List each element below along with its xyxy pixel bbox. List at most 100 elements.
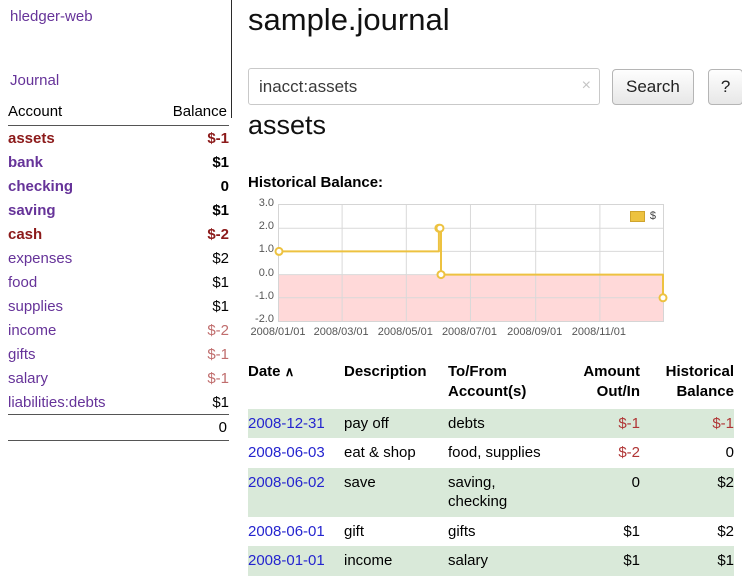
register-date-cell: 2008-06-03 bbox=[248, 438, 344, 468]
sidebar-divider bbox=[231, 0, 232, 118]
account-name-cell: salary bbox=[8, 366, 148, 390]
nav-journal-link[interactable]: Journal bbox=[10, 72, 60, 89]
register-amount-cell: 0 bbox=[631, 473, 640, 491]
account-row: income $-2 bbox=[8, 318, 229, 342]
chart-legend: $ bbox=[625, 208, 660, 224]
register-balance-cell: $2 bbox=[717, 473, 734, 491]
account-balance: $1 bbox=[212, 394, 229, 411]
legend-swatch-icon bbox=[629, 210, 645, 222]
register-date-link[interactable]: 2008-01-01 bbox=[248, 552, 325, 569]
account-balance: $1 bbox=[212, 202, 229, 219]
account-name-cell: supplies bbox=[8, 294, 148, 318]
account-row: expenses $2 bbox=[8, 246, 229, 270]
account-name-cell: assets bbox=[8, 126, 148, 151]
account-link-bank[interactable]: bank bbox=[8, 154, 44, 171]
account-balance: $-2 bbox=[207, 322, 229, 339]
account-name-cell: income bbox=[8, 318, 148, 342]
sidebar: hledger-web Journal Account Balance asse… bbox=[0, 0, 236, 582]
account-link-liabilities-debts[interactable]: liabilities:debts bbox=[8, 394, 106, 411]
register-accounts-cell: saving, checking bbox=[448, 473, 508, 511]
register-header-description: Description bbox=[344, 363, 427, 380]
account-row: assets $-1 bbox=[8, 126, 229, 151]
chart-title: Historical Balance: bbox=[248, 174, 384, 191]
register-date-cell: 2008-06-01 bbox=[248, 517, 344, 547]
x-tick-label: 2008/09/01 bbox=[507, 326, 563, 338]
account-balance: $-1 bbox=[207, 130, 229, 147]
register-date-link[interactable]: 2008-06-03 bbox=[248, 444, 325, 461]
balance-chart: $ 3.0 2.0 1.0 0.0 -1.0 -2.0 2008/01/01 2008/03… bbox=[248, 196, 736, 348]
accounts-header-account: Account bbox=[8, 100, 149, 126]
account-name-cell: saving bbox=[8, 198, 148, 222]
app-title-link[interactable]: hledger-web bbox=[10, 8, 93, 25]
account-link-checking[interactable]: checking bbox=[8, 178, 74, 195]
account-row: salary $-1 bbox=[8, 366, 229, 390]
accounts-header-balance: Balance bbox=[148, 100, 229, 126]
register-header-date-label: Date bbox=[248, 363, 281, 380]
account-row: liabilities:debts $1 bbox=[8, 390, 229, 415]
search-form: × Search ? bbox=[248, 68, 742, 105]
account-balance: $-1 bbox=[207, 346, 229, 363]
register-header-account: To/From Account(s) bbox=[448, 363, 527, 401]
y-tick-label: 1.0 bbox=[258, 243, 274, 256]
register-amount-cell: $-2 bbox=[618, 444, 640, 461]
register-row: 2008-06-03 eat & shop food, supplies $-2 0 bbox=[248, 438, 734, 468]
account-balance: $1 bbox=[212, 298, 229, 315]
help-button[interactable]: ? bbox=[707, 68, 742, 105]
main-content: sample.journal × Search ? assets Histori… bbox=[248, 0, 742, 582]
accounts-table: Account Balance assets $-1 bank $1 checking 0… bbox=[8, 100, 229, 441]
register-date-cell: 2008-06-02 bbox=[248, 468, 344, 517]
register-amount-cell: $1 bbox=[623, 552, 640, 569]
accounts-total-row: 0 bbox=[8, 414, 229, 441]
account-link-cash[interactable]: cash bbox=[8, 226, 43, 243]
accounts-body: assets $-1 bank $1 checking 0 saving $1 cash $-2 e… bbox=[8, 126, 229, 415]
sort-ascending-icon: ∧ bbox=[284, 364, 295, 379]
account-row: cash $-2 bbox=[8, 222, 229, 246]
account-link-food[interactable]: food bbox=[8, 274, 38, 291]
register-date-link[interactable]: 2008-06-02 bbox=[248, 473, 325, 491]
x-tick-label: 2008/07/01 bbox=[441, 326, 497, 338]
register-body: 2008-12-31 pay off debts $-1 $-1 2008-06-03 ea… bbox=[248, 408, 734, 576]
search-button[interactable]: Search bbox=[612, 68, 694, 105]
register-balance-cell: 0 bbox=[725, 444, 734, 461]
account-link-supplies[interactable]: supplies bbox=[8, 298, 64, 315]
account-name-cell: bank bbox=[8, 150, 148, 174]
register-row: 2008-06-01 gift gifts $1 $2 bbox=[248, 517, 734, 547]
account-link-gifts[interactable]: gifts bbox=[8, 346, 36, 363]
account-link-salary[interactable]: salary bbox=[8, 370, 49, 387]
chart-plot-area: $ bbox=[274, 204, 668, 322]
x-tick-label: 2008/03/01 bbox=[313, 326, 369, 338]
account-name-cell: cash bbox=[8, 222, 148, 246]
register-description-cell: save bbox=[344, 473, 376, 491]
register-accounts-cell: gifts bbox=[448, 522, 476, 540]
register-date-link[interactable]: 2008-06-01 bbox=[248, 522, 325, 540]
balance-chart-svg bbox=[274, 205, 668, 321]
accounts-total-value: 0 bbox=[148, 414, 229, 441]
clear-search-icon[interactable]: × bbox=[581, 77, 591, 94]
register-description-cell: gift bbox=[344, 522, 365, 540]
account-balance: $1 bbox=[212, 274, 229, 291]
account-link-assets[interactable]: assets bbox=[8, 130, 55, 147]
search-input[interactable] bbox=[248, 68, 600, 105]
account-balance: $2 bbox=[212, 250, 229, 267]
search-input-wrap: × bbox=[248, 68, 600, 105]
register-accounts-cell: debts bbox=[448, 414, 485, 432]
account-link-saving[interactable]: saving bbox=[8, 202, 56, 219]
register-header-row: Date ∧ Description To/From Account(s) Am… bbox=[248, 360, 734, 409]
account-link-expenses[interactable]: expenses bbox=[8, 250, 73, 267]
register-description-cell: pay off bbox=[344, 414, 389, 432]
account-link-income[interactable]: income bbox=[8, 322, 57, 339]
register-header-balance: Historical Balance bbox=[665, 363, 734, 401]
account-name-cell: checking bbox=[8, 174, 148, 198]
register-date-link[interactable]: 2008-12-31 bbox=[248, 414, 325, 432]
register-header-date[interactable]: Date ∧ bbox=[248, 360, 344, 409]
accounts-total-spacer bbox=[8, 414, 149, 441]
x-tick-label: 2008/05/01 bbox=[377, 326, 433, 338]
account-name-cell: liabilities:debts bbox=[8, 390, 148, 415]
account-name-cell: gifts bbox=[8, 342, 148, 366]
page-title: sample.journal bbox=[248, 2, 450, 37]
y-tick-label: 3.0 bbox=[258, 197, 274, 209]
register-row: 2008-01-01 income salary $1 $1 bbox=[248, 546, 734, 576]
account-row: bank $1 bbox=[8, 150, 229, 174]
account-row: supplies $1 bbox=[8, 294, 229, 318]
account-row: saving $1 bbox=[8, 198, 229, 222]
